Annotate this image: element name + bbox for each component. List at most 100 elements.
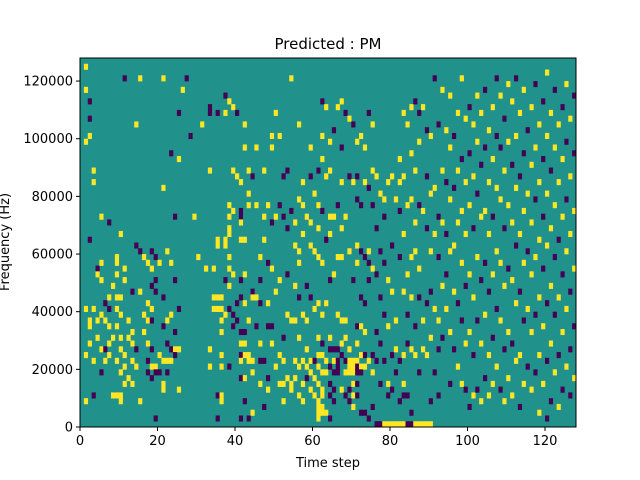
heatmap-cell bbox=[541, 323, 546, 330]
heatmap-cell bbox=[95, 334, 100, 341]
heatmap-cell bbox=[417, 294, 422, 301]
heatmap-cell bbox=[328, 415, 333, 422]
heatmap-cell bbox=[235, 300, 240, 307]
x-axis: 0 20 40 60 80 100 120 bbox=[76, 427, 557, 449]
heatmap-cell bbox=[312, 392, 317, 399]
heatmap-cell bbox=[351, 380, 356, 387]
heatmap-cell bbox=[223, 236, 228, 243]
heatmap-cell bbox=[533, 311, 538, 318]
heatmap-cell bbox=[320, 207, 325, 214]
heatmap-cell bbox=[448, 380, 453, 387]
heatmap-cell bbox=[448, 144, 453, 151]
heatmap-cell bbox=[308, 369, 313, 376]
heatmap-cell bbox=[393, 421, 399, 428]
heatmap-cell bbox=[297, 363, 302, 370]
heatmap-cell bbox=[568, 288, 573, 295]
heatmap-cell bbox=[347, 346, 352, 353]
heatmap-cell bbox=[343, 357, 348, 364]
heatmap-cell bbox=[87, 340, 92, 347]
heatmap-cell bbox=[510, 277, 515, 284]
heatmap-cell bbox=[448, 196, 453, 203]
heatmap-cell bbox=[560, 213, 565, 220]
heatmap-cell bbox=[273, 288, 278, 295]
heatmap-cell bbox=[304, 282, 309, 289]
heatmap-cell bbox=[417, 202, 422, 209]
heatmap-cell bbox=[537, 294, 542, 301]
heatmap-cell bbox=[548, 167, 554, 174]
heatmap-cell bbox=[339, 352, 344, 359]
heatmap-cell bbox=[238, 179, 244, 186]
heatmap-cell bbox=[370, 121, 375, 128]
chart-title: Predicted : PM bbox=[275, 35, 382, 53]
heatmap-cell bbox=[533, 81, 538, 88]
heatmap-cell bbox=[316, 334, 321, 341]
heatmap-cell bbox=[111, 334, 116, 341]
heatmap-cell bbox=[393, 369, 399, 376]
heatmap-cell bbox=[494, 75, 499, 82]
heatmap-cell bbox=[304, 375, 309, 382]
heatmap-cell bbox=[134, 242, 139, 249]
heatmap-cell bbox=[498, 92, 503, 99]
heatmap-cell bbox=[335, 357, 340, 364]
heatmap-cell bbox=[386, 323, 391, 330]
heatmap-cell bbox=[293, 375, 298, 382]
heatmap-cell bbox=[184, 75, 189, 82]
heatmap-cell bbox=[258, 380, 263, 387]
heatmap-cell bbox=[521, 380, 526, 387]
heatmap-cell bbox=[452, 132, 457, 140]
heatmap-cell bbox=[448, 92, 453, 99]
heatmap-cell bbox=[564, 81, 569, 88]
heatmap-cell bbox=[463, 115, 468, 122]
heatmap-cell bbox=[320, 98, 325, 105]
heatmap-cell bbox=[262, 403, 267, 411]
heatmap-cell bbox=[359, 363, 364, 370]
heatmap-cell bbox=[401, 173, 406, 180]
heatmap-cell bbox=[428, 190, 433, 197]
heatmap-cell bbox=[99, 311, 104, 318]
heatmap-cell bbox=[161, 184, 166, 191]
heatmap-cell bbox=[145, 300, 151, 307]
heatmap-cell bbox=[424, 225, 430, 232]
heatmap-cell bbox=[552, 311, 557, 318]
heatmap-cell bbox=[169, 259, 174, 266]
heatmap-cell bbox=[514, 242, 519, 249]
heatmap-cell bbox=[351, 363, 356, 370]
heatmap-cell bbox=[130, 328, 135, 336]
heatmap-cell bbox=[397, 357, 402, 364]
heatmap-cell bbox=[432, 230, 437, 238]
heatmap-cell bbox=[320, 369, 325, 376]
heatmap-cell bbox=[401, 392, 406, 399]
heatmap-cell bbox=[118, 230, 123, 238]
heatmap-cell bbox=[223, 92, 228, 99]
heatmap-cell bbox=[293, 357, 298, 364]
heatmap-cell bbox=[111, 392, 116, 399]
heatmap-cell bbox=[397, 207, 402, 214]
heatmap-cell bbox=[87, 98, 92, 105]
heatmap-cell bbox=[238, 340, 244, 347]
heatmap-cell bbox=[568, 115, 573, 122]
heatmap-cell bbox=[343, 369, 348, 376]
heatmap-cell bbox=[258, 254, 263, 261]
heatmap-cell bbox=[444, 179, 449, 186]
heatmap-cell bbox=[149, 317, 154, 324]
heatmap-cell bbox=[211, 265, 216, 272]
heatmap-cell bbox=[316, 225, 321, 232]
heatmap-cell bbox=[269, 340, 275, 347]
heatmap-cell bbox=[258, 340, 263, 347]
heatmap-cell bbox=[521, 207, 526, 214]
x-tick-label: 20 bbox=[149, 434, 166, 449]
heatmap-cell bbox=[266, 202, 271, 209]
heatmap-cell bbox=[421, 317, 426, 324]
heatmap-cell bbox=[297, 121, 302, 128]
heatmap-cell bbox=[316, 398, 321, 405]
heatmap-cell bbox=[312, 305, 317, 312]
heatmap-cell bbox=[83, 352, 89, 359]
heatmap-cell bbox=[428, 334, 433, 341]
heatmap-cell bbox=[498, 259, 503, 266]
heatmap-cells bbox=[83, 63, 577, 428]
heatmap-cell bbox=[215, 242, 220, 249]
heatmap-cell bbox=[455, 167, 461, 174]
heatmap-cell bbox=[382, 357, 387, 364]
heatmap-cell bbox=[397, 421, 402, 428]
heatmap-cell bbox=[238, 294, 244, 301]
